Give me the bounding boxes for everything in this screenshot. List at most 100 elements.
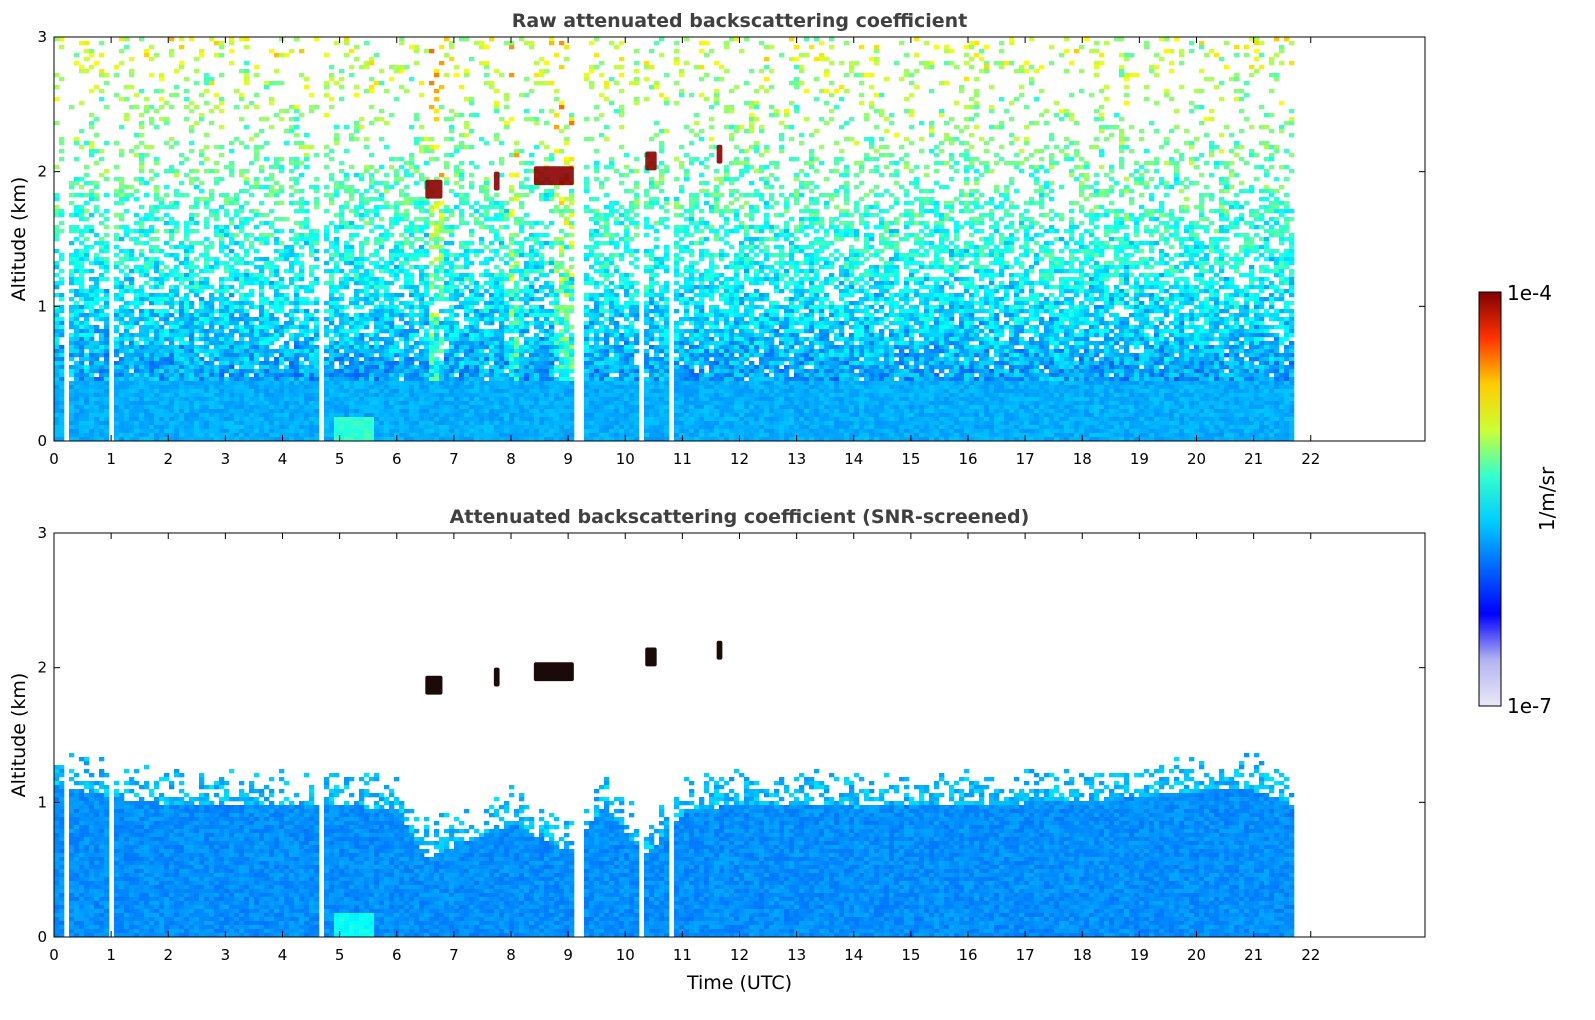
heatmap-cell [164,397,170,402]
heatmap-cell [54,73,60,78]
heatmap-cell [79,389,85,394]
heatmap-cell [464,245,470,250]
heatmap-cell [354,305,360,310]
heatmap-cell [339,321,345,326]
heatmap-cell [474,209,480,214]
heatmap-cell [309,437,315,442]
heatmap-cell [189,357,195,362]
heatmap-cell [169,349,175,354]
heatmap-cell [54,329,60,334]
heatmap-cell [114,409,120,414]
heatmap-cell [404,229,410,234]
heatmap-cell [269,185,275,190]
heatmap-cell [424,285,430,290]
heatmap-cell [444,433,450,438]
heatmap-cell [454,421,460,426]
heatmap-cell [304,393,310,398]
heatmap-cell [144,337,150,342]
heatmap-cell [164,193,170,198]
heatmap-cell [199,373,205,378]
heatmap-cell [214,53,220,58]
heatmap-cell [129,337,135,342]
heatmap-cell [519,397,525,402]
heatmap-cell [149,437,155,442]
heatmap-cell [484,425,490,430]
heatmap-cell [494,365,500,370]
heatmap-cell [194,205,200,210]
heatmap-cell [389,77,395,82]
heatmap-cell [164,409,170,414]
heatmap-cell [224,357,230,362]
heatmap-cell [419,409,425,414]
heatmap-cell [224,405,230,410]
heatmap-cell [454,297,460,302]
heatmap-cell [389,349,395,354]
heatmap-cell [419,273,425,278]
heatmap-cell [364,201,370,206]
heatmap-cell [489,373,495,378]
heatmap-cell [199,181,205,186]
heatmap-cell [344,317,350,322]
heatmap-cell [424,201,430,206]
heatmap-cell [94,369,100,374]
heatmap-cell [524,293,530,298]
heatmap-cell [364,289,370,294]
heatmap-cell [219,433,225,438]
heatmap-cell [249,161,255,166]
heatmap-cell [444,153,450,158]
heatmap-cell [314,249,320,254]
heatmap-cell [74,261,80,266]
heatmap-cell [314,37,320,42]
heatmap-cell [324,237,330,242]
heatmap-cell [359,125,365,130]
heatmap-cell [139,329,145,334]
heatmap-cell [69,269,75,274]
heatmap-cell [464,369,470,374]
heatmap-cell [199,281,205,286]
heatmap-cell [289,325,295,330]
heatmap-cell [329,337,335,342]
heatmap-cell [389,309,395,314]
heatmap-cell [329,241,335,246]
heatmap-cell [419,349,425,354]
heatmap-cell [479,425,485,430]
heatmap-cell [144,409,150,414]
heatmap-cell [369,221,375,226]
heatmap-cell [124,337,130,342]
heatmap-cell [124,373,130,378]
heatmap-cell [399,389,405,394]
heatmap-cell [299,345,305,350]
heatmap-cell [149,357,155,362]
heatmap-cell [149,397,155,402]
heatmap-cell [139,241,145,246]
heatmap-cell [204,81,210,86]
heatmap-cell [89,349,95,354]
heatmap-cell [359,117,365,122]
heatmap-cell [414,341,420,346]
heatmap-cell [274,421,280,426]
heatmap-cell [299,233,305,238]
heatmap-cell [469,273,475,278]
heatmap-cell [299,189,305,194]
heatmap-cell [214,425,220,430]
heatmap-cell [124,45,130,50]
heatmap-cell [369,285,375,290]
heatmap-cell [189,325,195,330]
heatmap-cell [429,373,435,378]
heatmap-cell [349,385,355,390]
heatmap-cell [499,281,505,286]
heatmap-cell [224,193,230,198]
heatmap-cell [99,41,105,46]
heatmap-cell [299,365,305,370]
heatmap-cell [189,205,195,210]
heatmap-cell [69,437,75,442]
heatmap-cell [439,361,445,366]
heatmap-cell [254,413,260,418]
heatmap-cell [334,261,340,266]
heatmap-cell [389,397,395,402]
heatmap-cell [464,433,470,438]
heatmap-cell [149,313,155,318]
heatmap-cell [74,253,80,258]
heatmap-cell [229,165,235,170]
heatmap-cell [389,393,395,398]
